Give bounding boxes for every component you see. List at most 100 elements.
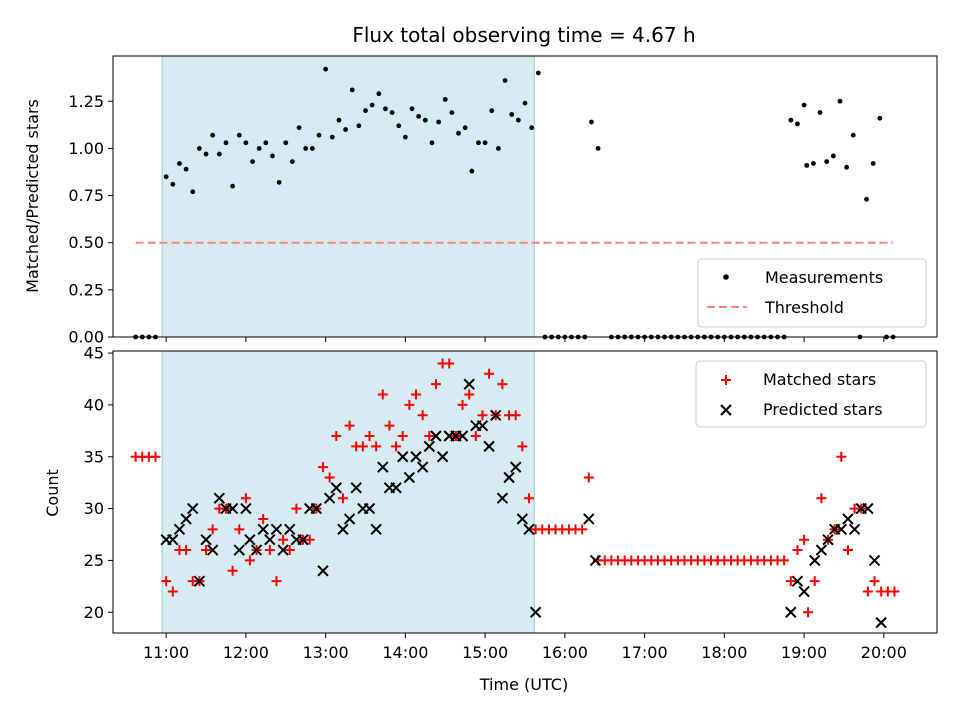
matched-stars-point — [444, 358, 455, 369]
predicted-stars-point — [476, 419, 489, 432]
predicted-stars-point — [350, 482, 362, 494]
top-series-0-point — [323, 66, 329, 72]
predicted-stars-point — [264, 533, 276, 546]
top-series-0-point — [236, 132, 242, 138]
predicted-stars-point — [270, 523, 283, 536]
top-series-0-point — [804, 162, 810, 168]
top-series-0-point — [529, 125, 535, 131]
predicted-stars-point — [257, 523, 269, 536]
matched-stars-point — [470, 431, 481, 442]
top-series-0-point — [429, 140, 435, 146]
x-tick-label: 19:00 — [781, 643, 827, 662]
top-panel: 0.00 0.25 0.50 0.75 1.00 1.25 Measurements Thre… — [68, 55, 938, 347]
predicted-stars-point — [240, 502, 252, 515]
predicted-stars-point — [173, 523, 186, 536]
top-series-0-point — [316, 132, 322, 138]
matched-stars-point — [384, 420, 395, 431]
top-series-0-point — [850, 132, 856, 138]
matched-stars-point — [411, 389, 422, 400]
matched-stars-point — [792, 545, 803, 556]
predicted-stars-point — [785, 606, 797, 618]
legend-matched-label: Matched stars — [763, 370, 876, 389]
predicted-stars-point — [791, 575, 804, 587]
top-series-0-point — [436, 119, 442, 125]
bottom-axes-frame — [112, 350, 938, 634]
top-series-0-point — [515, 117, 521, 123]
top-axes-frame — [112, 55, 938, 338]
predicted-stars-point — [430, 430, 442, 442]
top-series-0-point — [522, 100, 528, 106]
top-series-0-point — [877, 115, 883, 121]
matched-stars-point — [284, 545, 295, 556]
top-y-axis-label: Matched/Predicted stars — [23, 99, 42, 293]
bottom-panel: 20 25 30 35 40 45 11:00 12:00 13:00 14:00 15:00 16:… — [84, 344, 938, 662]
matched-stars-point — [424, 431, 435, 442]
predicted-stars-point — [390, 482, 402, 494]
matched-stars-point — [809, 576, 820, 587]
predicted-stars-point — [516, 513, 529, 525]
top-series-0-point — [216, 151, 222, 157]
predicted-stars-point — [363, 502, 376, 515]
matched-stars-point — [577, 524, 588, 535]
top-series-0-point — [369, 102, 375, 108]
predicted-stars-point — [403, 471, 416, 484]
predicted-stars-point — [875, 616, 887, 629]
matched-stars-point — [207, 524, 218, 535]
predicted-stars-point — [233, 544, 245, 556]
matched-stars-point — [371, 441, 382, 452]
predicted-stars-point — [798, 585, 810, 598]
predicted-stars-point — [490, 409, 502, 421]
x-tick-label: 17:00 — [622, 643, 668, 662]
predicted-stars-point — [436, 451, 449, 463]
predicted-stars-point — [529, 606, 542, 618]
x-tick-label: 13:00 — [303, 643, 349, 662]
top-series-0-point — [462, 125, 468, 131]
matched-stars-point — [799, 534, 810, 545]
matched-stars-point — [779, 555, 790, 566]
matched-stars-point — [344, 420, 355, 431]
top-series-0-point — [844, 164, 850, 170]
matched-stars-point — [477, 410, 488, 421]
predicted-stars-point — [523, 523, 535, 536]
legend-predicted-marker — [720, 404, 732, 416]
predicted-stars-point — [310, 502, 323, 515]
top-series-0-point — [801, 102, 807, 108]
top-series-0-point — [383, 106, 388, 112]
top-series-0-point — [309, 146, 315, 151]
predicted-stars-point — [848, 523, 861, 536]
predicted-stars-point — [809, 554, 821, 567]
top-series-0-point — [535, 70, 541, 76]
predicted-stars-point — [206, 544, 219, 556]
top-series-0-point — [496, 146, 501, 151]
x-tick-label: 20:00 — [861, 643, 907, 662]
legend-predicted-label: Predicted stars — [763, 400, 883, 419]
top-series-0-point — [349, 87, 355, 93]
top-series-0-point — [163, 174, 169, 180]
predicted-stars-point — [180, 513, 192, 525]
top-series-0-point — [177, 161, 182, 166]
matched-stars-point — [244, 555, 255, 566]
legend-threshold-label: Threshold — [764, 298, 844, 317]
predicted-stars-point — [244, 533, 256, 546]
matched-stars-point — [862, 586, 873, 597]
top-series-0-point — [795, 121, 800, 127]
x-axis-label: Time (UTC) — [479, 675, 568, 694]
top-observing-span — [161, 55, 535, 338]
predicted-stars-point — [503, 471, 515, 484]
legend-matched-marker — [721, 375, 731, 385]
matched-stars-point — [417, 410, 428, 421]
top-series-0-point — [296, 125, 302, 131]
matched-stars-point — [464, 389, 475, 400]
predicted-stars-point — [456, 430, 469, 442]
top-series-0-point — [303, 146, 309, 151]
top-y-tick-label: 0.75 — [68, 186, 104, 205]
predicted-stars-point — [193, 575, 206, 587]
predicted-stars-point — [317, 565, 329, 577]
matched-stars-point — [785, 576, 796, 587]
predicted-stars-point — [330, 482, 342, 494]
top-series-0-point — [442, 96, 448, 102]
top-series-0-point — [196, 146, 202, 151]
predicted-stars-point — [297, 533, 309, 546]
bottom-y-tick-label: 20 — [84, 603, 104, 622]
